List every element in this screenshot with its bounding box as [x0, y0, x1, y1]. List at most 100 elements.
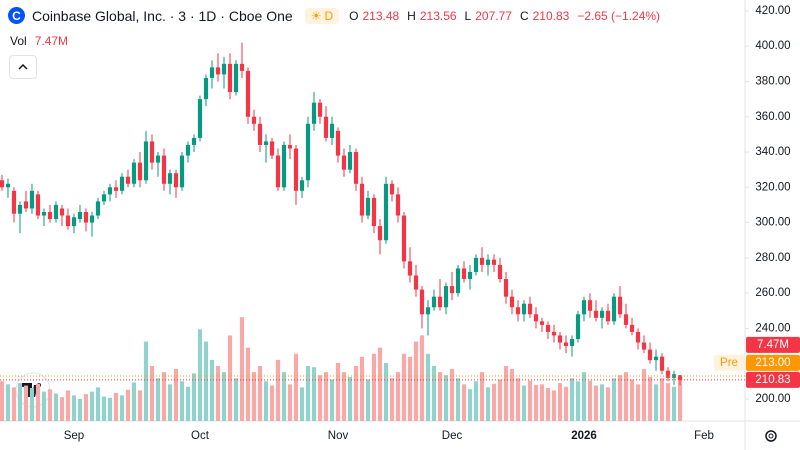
candle-body: [587, 300, 593, 311]
close-tag: [746, 371, 800, 388]
candle-body: [251, 116, 257, 124]
volume-bar: [317, 375, 323, 421]
volume-bar: [227, 335, 233, 421]
volume-bar: [191, 373, 197, 421]
volume-bar: [341, 372, 347, 421]
candle-body: [509, 296, 515, 308]
candle-body: [311, 102, 317, 124]
volume-bar: [245, 347, 251, 421]
volume-bar: [71, 395, 77, 421]
volume-bar: [47, 389, 53, 421]
candle-body: [305, 123, 311, 181]
candle-body: [377, 226, 383, 241]
volume-bar: [377, 347, 383, 421]
volume-bar: [179, 381, 185, 421]
volume-bar: [611, 378, 617, 421]
change: −2.65 (−1.24%): [577, 8, 661, 23]
y-tick-label: 400.00: [755, 40, 790, 52]
candle-body: [581, 300, 587, 315]
badge-text: D: [324, 8, 334, 23]
volume-bar: [53, 393, 59, 421]
candle-body: [191, 137, 197, 145]
volume-bar: [143, 341, 149, 421]
volume-bar: [305, 366, 311, 421]
candle-body: [29, 190, 35, 209]
candle-body: [389, 183, 395, 195]
volume-bar: [647, 377, 653, 421]
pre-tag: [746, 354, 800, 371]
volume-bar: [623, 372, 629, 421]
candle-body: [623, 314, 629, 325]
volume-bar: [119, 395, 125, 421]
ohlc-key: L: [464, 8, 472, 23]
candle-body: [107, 187, 113, 195]
candle-body: [179, 155, 185, 188]
candle-body: [95, 201, 101, 216]
candle-body: [479, 257, 485, 265]
volume-bar: [11, 387, 17, 421]
candle-body: [17, 204, 23, 214]
volume-bar: [455, 378, 461, 421]
volume-bar: [269, 385, 275, 421]
candle-body: [125, 176, 131, 184]
candle-body: [287, 144, 293, 149]
volume-bar: [365, 379, 371, 421]
candle-body: [143, 141, 149, 181]
candle-body: [677, 375, 683, 380]
volume-bar: [497, 379, 503, 421]
symbol-title: Coinbase Global, Inc. · 3 · 1D · Cboe On…: [32, 7, 293, 24]
volume-bar: [41, 391, 47, 421]
volume-bar: [425, 353, 431, 421]
session-badge[interactable]: ☀ D: [304, 7, 340, 24]
volume-bar: [65, 390, 71, 421]
volume-bar: [503, 366, 509, 421]
volume-bar: [593, 385, 599, 421]
volume-bar: [0, 381, 5, 421]
candle-body: [437, 296, 443, 308]
candle-body: [497, 264, 503, 280]
y-tick-label: 380.00: [755, 76, 790, 88]
candle-body: [599, 310, 605, 318]
volume-bar: [23, 385, 29, 421]
volume-bar: [467, 389, 473, 421]
volume-bar: [59, 397, 65, 421]
volume-bar: [311, 367, 317, 421]
volume-tag: [746, 336, 800, 353]
volume-bar: [323, 372, 329, 421]
candle-body: [149, 141, 155, 163]
volume-bar: [671, 386, 677, 421]
volume-bar: [635, 384, 641, 421]
volume-bar: [641, 369, 647, 421]
volume-bar: [281, 372, 287, 421]
settings-icon[interactable]: [765, 430, 777, 442]
volume-bar: [293, 353, 299, 421]
volume-bar: [509, 369, 515, 421]
volume-bar: [665, 383, 671, 421]
volume-bar: [677, 375, 683, 421]
volume-bar: [275, 359, 281, 421]
collapse-button[interactable]: [9, 55, 37, 79]
volume-legend: Vol 7.47M: [10, 34, 68, 48]
candle-body: [41, 211, 47, 216]
volume-bar: [389, 378, 395, 421]
candle-body: [119, 176, 125, 191]
candle-body: [47, 211, 53, 220]
volume-bar: [563, 386, 569, 421]
candle-body: [281, 144, 287, 188]
volume-bar: [107, 397, 113, 421]
volume-bar: [617, 375, 623, 421]
candle-body: [449, 286, 455, 294]
ohlc-value: 213.56: [419, 8, 457, 23]
volume-bar: [479, 372, 485, 421]
candle-body: [359, 183, 365, 216]
candle-body: [353, 152, 359, 184]
candle-body: [605, 310, 611, 322]
volume-bar: [491, 383, 497, 421]
candle-body: [653, 356, 659, 361]
candle-body: [239, 63, 245, 71]
volume-bar: [353, 366, 359, 421]
candle-body: [299, 180, 305, 191]
legend-header: C Coinbase Global, Inc. · 3 · 1D · Cboe …: [8, 7, 664, 24]
candle-body: [407, 261, 413, 276]
volume-bar: [29, 388, 35, 421]
